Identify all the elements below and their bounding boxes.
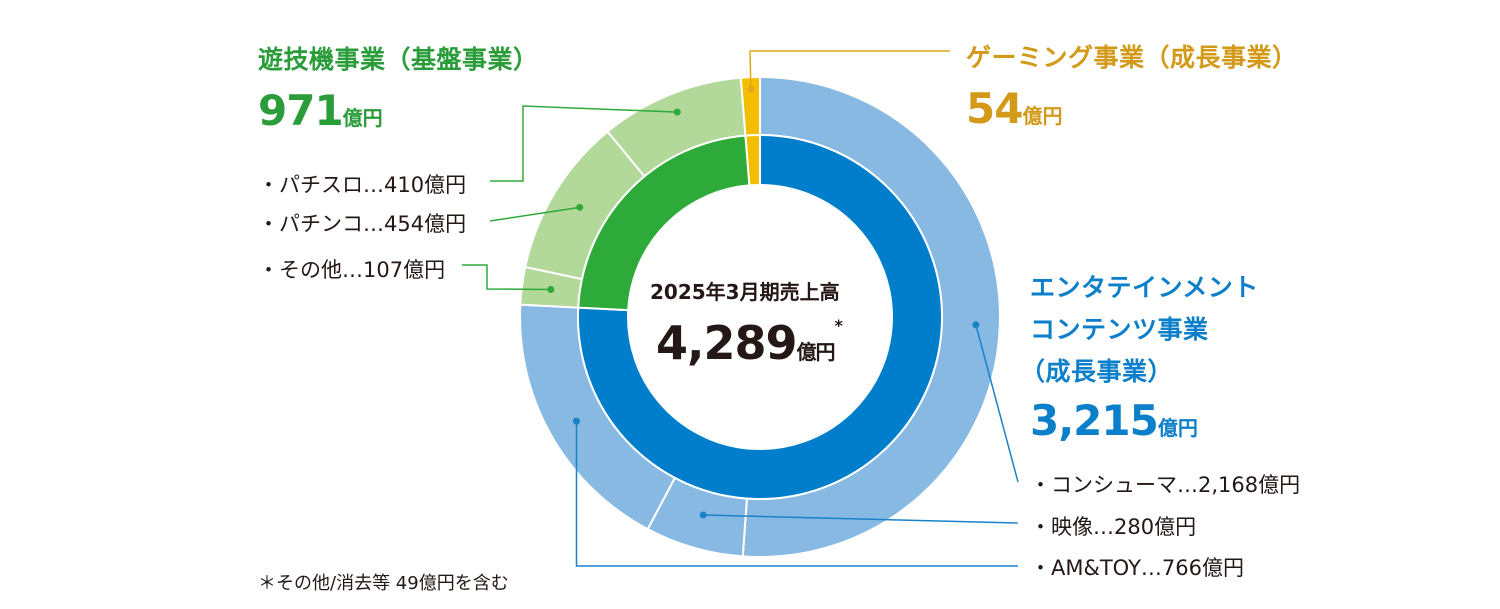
- entertainment-title-line3: （成長事業）: [1020, 357, 1174, 386]
- gaming-segment-amount: 54億円: [966, 84, 1062, 133]
- leader-video-dot: [699, 511, 707, 519]
- leader-gaming-dot: [747, 85, 755, 93]
- yugi-amount-unit: 億円: [342, 106, 383, 130]
- center-amount: 4,289億円 *: [656, 316, 843, 370]
- entertainment-title-line1: エンタテインメント: [1030, 273, 1259, 302]
- inner-ring: [577, 133, 943, 500]
- center-amount-unit: 億円: [796, 340, 836, 364]
- yugi-segment-amount: 971億円: [258, 86, 383, 135]
- entertainment-item-amtoy: ・AM&TOY…766億円: [1030, 556, 1244, 580]
- entertainment-segment-amount: 3,215億円: [1030, 396, 1198, 445]
- leader-video: [703, 514, 1019, 524]
- center-amount-value: 4,289: [656, 316, 798, 370]
- center-amount-mark: *: [834, 316, 843, 335]
- inner-slice-2: [744, 133, 761, 187]
- outer-ring: [519, 75, 1001, 558]
- entertainment-amount-unit: 億円: [1157, 416, 1198, 440]
- entertainment-amount-value: 3,215: [1030, 396, 1159, 445]
- leader-pachislot-dot: [673, 108, 681, 116]
- footnote: ＊その他/消去等 49億円を含む: [258, 573, 509, 594]
- entertainment-item-consumer: ・コンシューマ…2,168億円: [1030, 473, 1301, 497]
- gaming-amount-value: 54: [966, 84, 1023, 133]
- yugi-segment-title: 遊技機事業（基盤事業）: [258, 45, 539, 74]
- entertainment-title-line2: コンテンツ事業: [1030, 315, 1209, 344]
- yugi-item-pachislot: ・パチスロ…410億円: [258, 173, 467, 197]
- leader-pachinko-dot: [576, 203, 584, 211]
- center-title: 2025年3月期売上高: [650, 280, 840, 304]
- leader-other-dot: [547, 285, 555, 293]
- gaming-amount-unit: 億円: [1022, 104, 1063, 128]
- yugi-amount-value: 971: [258, 86, 344, 135]
- entertainment-item-video: ・映像…280億円: [1030, 515, 1197, 539]
- leader-gaming: [749, 50, 950, 90]
- leader-pachislot: [490, 105, 678, 182]
- leader-amtoy-dot: [572, 417, 580, 425]
- leader-consumer-dot: [972, 321, 980, 329]
- gaming-segment-title: ゲーミング事業（成長事業）: [966, 43, 1298, 72]
- yugi-item-other: ・その他…107億円: [258, 258, 446, 282]
- inner-slice-0: [577, 133, 943, 500]
- leader-other: [462, 264, 551, 291]
- leader-consumer: [975, 324, 1019, 483]
- leader-pachinko: [489, 206, 580, 222]
- yugi-item-pachinko: ・パチンコ…454億円: [258, 212, 467, 236]
- leader-lines: [462, 50, 1019, 567]
- leader-amtoy: [575, 421, 1018, 567]
